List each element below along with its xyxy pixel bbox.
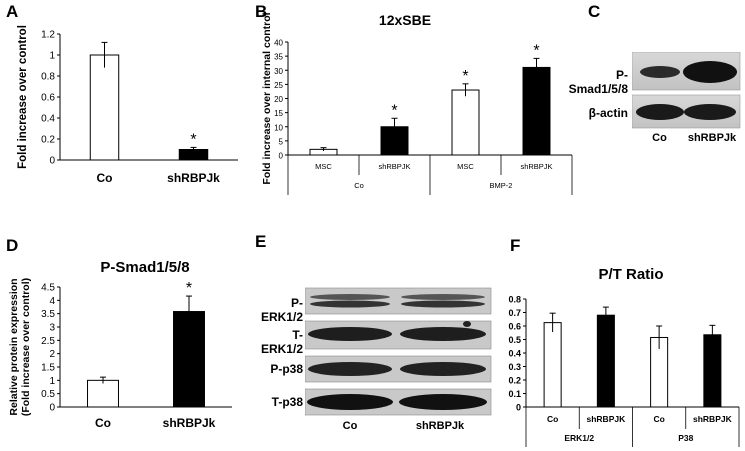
x-group-label: BMP-2: [490, 181, 513, 190]
significance-star: *: [533, 42, 539, 59]
blot-lane-label: Co: [342, 420, 358, 432]
blot-c-image: [632, 52, 741, 129]
y-tick-label: 2.5: [41, 336, 55, 347]
blot-row-label: P-ERK1/2: [260, 296, 303, 324]
blot-row-label: T-ERK1/2: [260, 328, 303, 356]
chart-title: P/T Ratio: [598, 266, 663, 283]
x-category-label: Co: [547, 414, 558, 424]
y-tick-label: 4.5: [41, 283, 55, 294]
y-tick-label: 0.5: [41, 389, 55, 400]
y-tick-label: 0.6: [508, 322, 521, 332]
y-tick-label: 0.2: [508, 376, 521, 386]
panel-letter-a: A: [6, 2, 19, 21]
y-tick-label: 0: [49, 403, 55, 414]
y-tick-label: 5: [279, 137, 284, 146]
x-category-label: shRBPJk: [167, 171, 220, 185]
y-tick-label: 0: [49, 156, 55, 167]
y-tick-label: 0: [279, 152, 284, 161]
panel-letter-e: E: [255, 232, 267, 251]
x-group-label: ERK1/2: [564, 433, 594, 443]
blot-lane-label: Co: [652, 132, 667, 144]
x-category-label: MSC: [315, 162, 332, 171]
blot-e-image: [305, 287, 492, 416]
y-axis-label: Fold increase over internal control: [261, 12, 273, 184]
x-category-label: Co: [653, 414, 664, 424]
bar: [543, 322, 562, 408]
y-tick-label: 20: [274, 95, 283, 104]
x-category-label: Co: [95, 416, 111, 430]
panel-letter-b: B: [255, 2, 268, 21]
chart-title: 12xSBE: [379, 12, 431, 28]
bar: [173, 311, 205, 408]
bar: [89, 54, 120, 161]
bar: [522, 66, 551, 156]
y-tick-label: 15: [274, 109, 283, 118]
y-tick-label: 0.1: [508, 389, 521, 399]
y-tick-label: 0.2: [41, 135, 55, 146]
x-group-label: Co: [354, 181, 364, 190]
western-blot-e: P-ERK1/2 T-ERK1/2 P-p38 T-p38 Co shRBPJk: [255, 282, 505, 447]
y-tick-label: 0.4: [508, 349, 521, 359]
y-axis-label: (Fold increase over control): [20, 278, 32, 416]
y-tick-label: 0.8: [508, 295, 521, 305]
y-tick-label: 3: [49, 323, 55, 334]
x-category-label: Co: [97, 171, 113, 185]
blot-row-label: β-actin: [588, 106, 628, 120]
y-tick-label: 40: [274, 39, 283, 48]
x-category-label: shRBPJk: [163, 416, 216, 430]
x-category-label: shRBPJK: [693, 414, 733, 424]
x-category-label: shRBPJK: [520, 162, 552, 171]
y-tick-label: 2: [49, 349, 55, 360]
chart-f: P/T Ratio 0 0.1 0.2 0.3 0.4 0.5 0.6 0.7 0.8 Co shRB…: [508, 266, 740, 447]
y-tick-label: 0: [516, 403, 521, 413]
x-category-label: shRBPJK: [587, 414, 627, 424]
y-tick-label: 0.7: [508, 308, 521, 318]
bar: [451, 89, 480, 156]
blot-lane-label: shRBPJk: [687, 132, 737, 144]
y-axis-label: Fold increase over control: [17, 25, 29, 169]
y-tick-label: 0.6: [41, 93, 55, 104]
bar: [380, 126, 409, 156]
x-category-label: shRBPJK: [378, 162, 410, 171]
y-tick-label: 1.5: [41, 363, 55, 374]
y-tick-label: 30: [274, 67, 283, 76]
significance-star: *: [190, 131, 196, 148]
y-tick-label: 10: [274, 123, 283, 132]
y-tick-label: 1: [49, 51, 55, 62]
chart-d: P-Smad1/5/8 0 0.5 1 1.5 2 2.5 3 3.5 4 4.5 Relative …: [8, 259, 232, 430]
y-tick-label: 0.8: [41, 72, 55, 83]
blot-row-label: P-p38: [270, 362, 303, 376]
y-tick-label: 0.5: [508, 335, 521, 345]
panel-letter-f: F: [510, 236, 521, 255]
y-tick-label: 1: [49, 376, 55, 387]
panel-letter-d: D: [6, 236, 19, 255]
blot-row-label: P-Smad1/5/8: [568, 68, 628, 96]
x-group-label: P38: [678, 433, 693, 443]
y-tick-label: 1.2: [41, 30, 55, 41]
y-tick-label: 0.4: [41, 114, 55, 125]
significance-star: *: [186, 280, 192, 297]
y-tick-label: 3.5: [41, 309, 55, 320]
blot-lane-label: shRBPJk: [415, 420, 465, 432]
blot-row-label: T-p38: [271, 395, 303, 409]
y-tick-label: 35: [274, 53, 283, 62]
y-tick-label: 25: [274, 81, 283, 90]
x-category-label: MSC: [457, 162, 474, 171]
bar: [596, 314, 615, 408]
chart-title: P-Smad1/5/8: [100, 259, 189, 276]
panel-letter-c: C: [588, 2, 601, 21]
y-axis-label: Relative protein expression: [8, 278, 20, 415]
bar: [87, 379, 119, 408]
significance-star: *: [462, 68, 468, 85]
chart-a: 0 0.2 0.4 0.6 0.8 1 1.2 Fold increase over cont…: [17, 25, 238, 185]
western-blot-c: P-Smad1/5/8 β-actin Co shRBPJk: [560, 40, 745, 150]
y-tick-label: 4: [49, 296, 55, 307]
significance-star: *: [391, 102, 397, 119]
y-tick-label: 0.3: [508, 362, 521, 372]
bar: [703, 334, 722, 408]
